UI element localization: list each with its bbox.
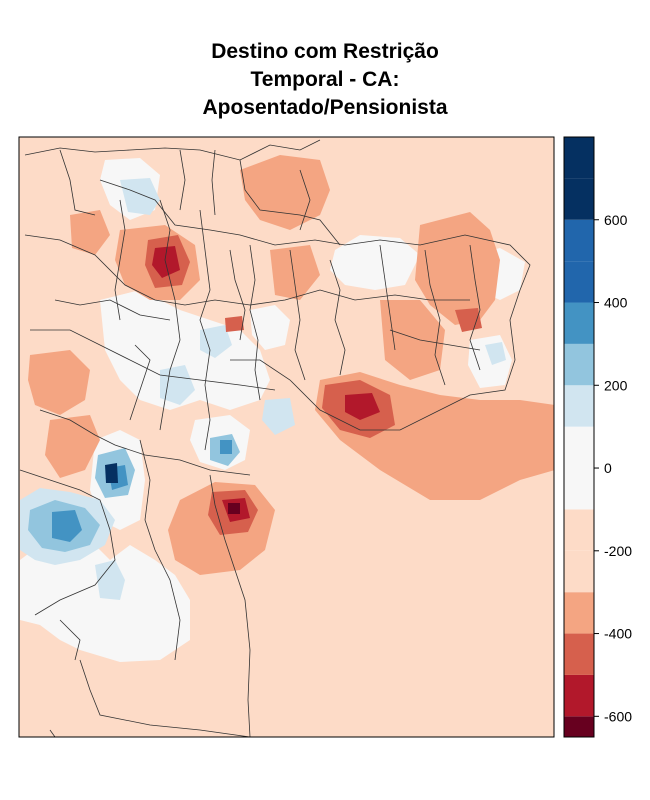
legend-bin-2 bbox=[564, 633, 594, 675]
legend-bin-11 bbox=[564, 261, 594, 303]
legend-tick-label-0: 600 bbox=[604, 212, 628, 228]
region-negative-mild-c bbox=[270, 245, 320, 300]
region-negative-ne bbox=[455, 308, 482, 332]
legend-bin-0 bbox=[564, 716, 594, 737]
legend-bin-14 bbox=[564, 137, 594, 179]
region-positive-mild-c2 bbox=[200, 325, 232, 358]
legend-bin-3 bbox=[564, 592, 594, 634]
legend-bin-13 bbox=[564, 178, 594, 220]
legend-bin-12 bbox=[564, 219, 594, 262]
legend-bin-8 bbox=[564, 385, 594, 427]
legend-bin-10 bbox=[564, 302, 594, 344]
title-line-2: Temporal - CA: bbox=[250, 68, 400, 91]
region-negative-strong-n bbox=[152, 246, 180, 278]
region-positive-strong-c bbox=[220, 440, 232, 454]
region-neutral-center-east bbox=[250, 305, 290, 350]
legend-tick-label-6: -600 bbox=[604, 708, 632, 724]
region-positive-mild-c bbox=[160, 365, 195, 405]
region-positive-mild-c3 bbox=[262, 398, 295, 435]
region-positive-very-w bbox=[105, 463, 118, 483]
legend-border bbox=[563, 136, 595, 738]
legend-bin-9 bbox=[564, 343, 594, 386]
legend-tick-label-4: -200 bbox=[604, 543, 632, 559]
legend-bin-1 bbox=[564, 674, 594, 717]
region-neutral-south bbox=[20, 540, 190, 662]
legend-tick-label-2: 200 bbox=[604, 377, 628, 393]
legend-bin-5 bbox=[564, 509, 594, 551]
legend-color-bars bbox=[564, 137, 594, 737]
legend-tick-label-5: -400 bbox=[604, 626, 632, 642]
region-positive-strong-sw bbox=[52, 510, 82, 542]
region-negative-mild-w2 bbox=[45, 415, 100, 478]
legend-bin-6 bbox=[564, 468, 594, 510]
municipality-boundaries bbox=[19, 139, 531, 737]
region-negative-strong-e bbox=[345, 393, 380, 420]
legend-tick-label-1: 400 bbox=[604, 295, 628, 311]
region-neutral-center bbox=[100, 290, 270, 410]
region-negative-mild-nw2 bbox=[70, 210, 110, 255]
region-negative-mild-c-east bbox=[380, 300, 445, 380]
legend-tick-label-3: 0 bbox=[604, 460, 612, 476]
region-positive-mild-n bbox=[120, 178, 160, 215]
region-positive-mild-s bbox=[95, 560, 125, 600]
region-negative-mild-north bbox=[240, 155, 330, 230]
map-title: Destino com Restrição Temporal - CA: Apo… bbox=[0, 38, 650, 122]
legend-bin-7 bbox=[564, 426, 594, 469]
region-neutral-northeast bbox=[330, 235, 420, 290]
title-line-1: Destino com Restrição bbox=[211, 40, 439, 63]
region-negative-very-s bbox=[228, 503, 240, 514]
region-positive-mild-e bbox=[485, 342, 506, 365]
legend-bin-4 bbox=[564, 550, 594, 593]
region-negative-mild-w bbox=[28, 350, 90, 415]
map-panel-border bbox=[18, 136, 555, 738]
title-line-3: Aposentado/Pensionista bbox=[202, 96, 448, 119]
region-negative-c bbox=[225, 316, 244, 332]
legend-ticks: 600 400 200 0 -200 -400 -600 bbox=[594, 212, 632, 724]
region-negative-mild-ne bbox=[415, 212, 500, 325]
